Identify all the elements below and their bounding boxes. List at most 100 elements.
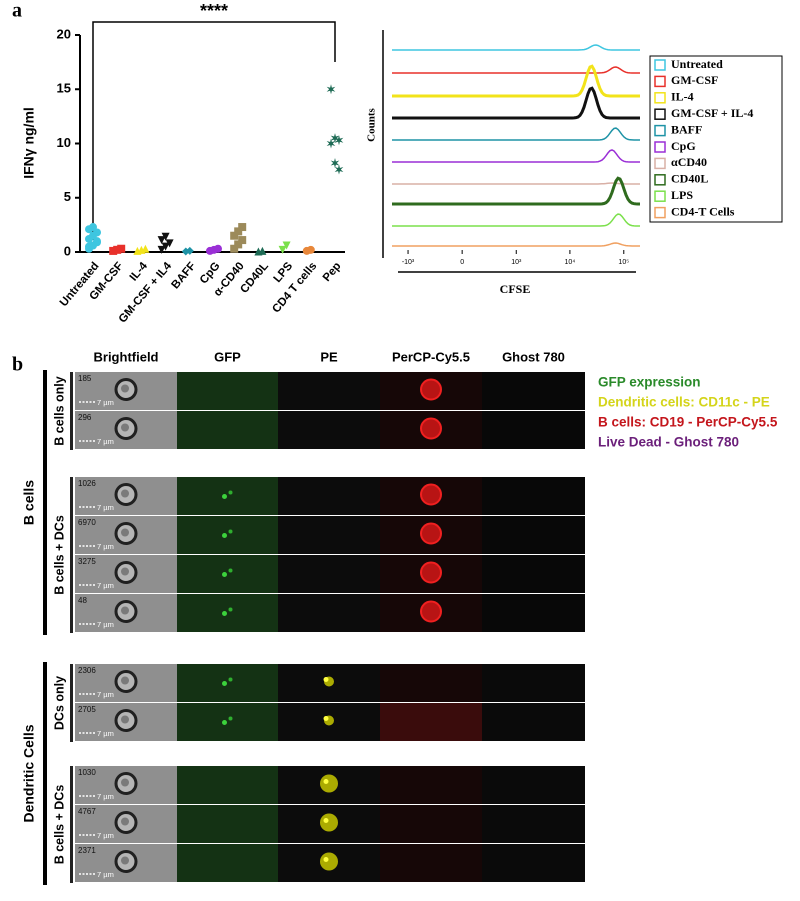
scale-bar-label: 7 µm — [97, 620, 114, 629]
cell-core — [121, 384, 129, 393]
event-id: 1026 — [78, 479, 96, 488]
cell-core — [121, 528, 129, 537]
gfp-spot — [222, 611, 227, 616]
data-point — [326, 84, 336, 95]
image-tile — [278, 594, 380, 632]
scale-bar-label: 7 µm — [97, 503, 114, 512]
data-point — [282, 241, 291, 250]
scale-bar-label: 7 µm — [97, 437, 114, 446]
column-header: PE — [320, 349, 338, 364]
y-tick-label: 15 — [57, 81, 71, 96]
scale-bar-label: 7 µm — [97, 831, 114, 840]
data-point — [185, 246, 194, 255]
subgroup-bar — [70, 477, 73, 633]
data-point — [161, 242, 170, 251]
histogram-curve — [392, 242, 640, 247]
x-tick-label: BAFF — [170, 260, 199, 291]
image-tile — [177, 664, 278, 702]
event-id: 3275 — [78, 557, 96, 566]
cell-core — [121, 606, 129, 615]
image-tile — [177, 411, 278, 449]
gfp-spot — [222, 533, 227, 538]
legend-box — [649, 55, 783, 223]
data-point — [230, 244, 239, 253]
scale-bar-label: 7 µm — [97, 398, 114, 407]
pe-cell — [320, 813, 338, 832]
image-tile — [380, 664, 482, 702]
percp-cell — [420, 600, 442, 623]
cell-core — [121, 567, 129, 576]
x-tick-label: 10⁴ — [565, 259, 576, 266]
pe-spot — [323, 818, 329, 823]
image-tile — [482, 805, 585, 843]
data-point — [334, 164, 344, 175]
data-point — [234, 227, 243, 236]
data-point — [161, 232, 170, 241]
image-tile — [177, 703, 278, 741]
legend-label: αCD40 — [671, 155, 707, 169]
image-tile — [278, 555, 380, 593]
legend-label: CD4-T Cells — [671, 204, 735, 218]
histogram-curve — [392, 213, 640, 227]
legend-swatch — [654, 141, 666, 153]
legend-label: Untreated — [671, 57, 723, 71]
event-id: 296 — [78, 413, 92, 422]
legend-label: CpG — [671, 139, 696, 153]
x-tick-label: CD4 T cells — [270, 260, 319, 315]
subgroup-label: DCs only — [52, 676, 66, 730]
image-tile — [380, 766, 482, 804]
legend-swatch — [654, 124, 666, 137]
image-tile — [482, 516, 585, 554]
scale-bar-label: 7 µm — [97, 792, 114, 801]
legend-swatch — [654, 108, 666, 120]
cell-core — [121, 778, 129, 787]
y-tick-label: 5 — [64, 189, 71, 204]
y-axis-label: Counts — [366, 107, 378, 141]
panel-label: a — [12, 0, 22, 22]
image-tile — [482, 411, 585, 449]
cell-core — [121, 423, 129, 432]
legend-swatch — [654, 174, 666, 186]
histogram-curve — [392, 44, 640, 51]
gfp-spot — [228, 490, 233, 495]
event-id: 2306 — [78, 666, 96, 675]
legend-label: LPS — [671, 188, 693, 202]
legend-swatch — [654, 75, 666, 88]
percp-cell — [420, 522, 442, 545]
column-header: Ghost 780 — [502, 349, 565, 364]
subgroup-label: B cells + DCs — [52, 515, 66, 595]
data-point — [165, 239, 174, 248]
gfp-spot — [228, 716, 233, 721]
data-point — [278, 245, 287, 254]
image-tile — [177, 477, 278, 515]
legend-swatch — [654, 59, 666, 71]
histogram-curve — [392, 86, 640, 120]
percp-cell — [420, 483, 442, 506]
subgroup-bar — [70, 766, 73, 883]
image-tile — [482, 477, 585, 515]
data-point — [230, 231, 239, 240]
x-tick-label: 10⁵ — [618, 259, 629, 266]
group-bar — [43, 370, 47, 635]
legend-swatch — [654, 190, 666, 202]
histogram-curve — [392, 182, 640, 185]
data-point — [117, 244, 126, 253]
data-point — [234, 240, 243, 249]
histogram-curve — [392, 127, 640, 141]
image-tile — [482, 372, 585, 410]
gfp-spot — [222, 494, 227, 499]
percp-cell — [420, 417, 442, 440]
image-tile — [482, 703, 585, 741]
percp-cell — [420, 561, 442, 584]
gfp-spot — [228, 529, 233, 534]
event-id: 4767 — [78, 807, 96, 816]
data-point — [85, 242, 93, 251]
histogram-curve — [392, 66, 640, 74]
data-point — [326, 138, 336, 149]
data-point — [238, 223, 247, 232]
image-tile — [278, 516, 380, 554]
x-tick-label: IL-4 — [128, 260, 151, 284]
legend-swatch — [654, 157, 666, 170]
subgroup-bar — [70, 664, 73, 742]
